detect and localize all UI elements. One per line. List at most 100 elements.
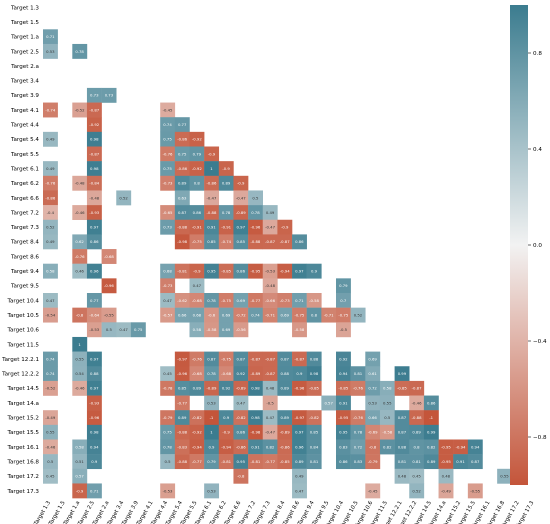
cell-value-label: 0.45 — [163, 371, 172, 376]
row-labels: Target 1.3 Target 1.5 Target 1.a Target 2.5… — [1, 5, 39, 494]
heatmap-cell — [262, 263, 278, 279]
heatmap-cell — [277, 263, 293, 279]
cell-value-label: 0.74 — [46, 356, 55, 361]
heatmap-cell — [423, 424, 439, 440]
heatmap-cell — [262, 424, 278, 440]
heatmap-cell — [306, 263, 322, 279]
heatmap-cell — [218, 322, 234, 338]
heatmap-cell — [350, 454, 366, 470]
heatmap-cell — [233, 307, 249, 323]
heatmap-cell — [365, 351, 381, 367]
colorbar: 0.8 0.4 0.0 −0.4 −0.8 — [510, 5, 547, 485]
cell-value-label: -0.95 — [441, 444, 451, 449]
cell-value-label: 0.86 — [237, 269, 246, 274]
row-label: Target 9.4 — [10, 269, 39, 275]
cell-value-label: 0.78 — [163, 444, 172, 449]
cell-value-label: 0.58 — [383, 386, 392, 391]
cell-value-label: -0.83 — [177, 444, 187, 449]
cell-value-label: 0.92 — [339, 356, 348, 361]
heatmap-cell — [218, 424, 234, 440]
heatmap-cell — [218, 205, 234, 220]
heatmap-cell — [86, 380, 102, 396]
heatmap-cell — [292, 351, 307, 367]
heatmap-cell — [336, 454, 351, 470]
cell-value-label: -0.77 — [265, 459, 275, 464]
heatmap-cell — [189, 219, 205, 235]
cell-value-label: 0.69 — [222, 327, 231, 332]
cell-value-label: 0.69 — [368, 356, 377, 361]
cell-value-label: 0.78 — [222, 210, 231, 215]
cell-value-label: 0.8 — [194, 181, 201, 186]
cell-value-label: -0.85 — [280, 459, 290, 464]
cell-value-label: 0.55 — [383, 400, 392, 405]
heatmap-cell — [43, 234, 58, 250]
heatmap-cell — [365, 439, 381, 455]
heatmap-cell — [438, 454, 454, 470]
cell-value-label: 0.5 — [252, 195, 259, 200]
heatmap-cell — [262, 439, 278, 455]
cell-value-label: -0.87 — [294, 356, 304, 361]
heatmap-cell — [43, 175, 58, 191]
heatmap-cell — [174, 117, 190, 133]
colorbar-tick-label: −0.8 — [533, 435, 547, 441]
heatmap-cell — [379, 424, 395, 440]
heatmap-cell — [218, 293, 234, 308]
row-label: Target 10.4 — [6, 298, 39, 304]
heatmap-cell — [336, 395, 351, 411]
row-label: Target 9.5 — [10, 284, 39, 290]
heatmap-cell — [365, 395, 381, 411]
cell-value-label: 0.85 — [207, 239, 216, 244]
cell-value-label: -0.89 — [236, 386, 246, 391]
heatmap-cell — [101, 307, 117, 323]
heatmap-cell — [306, 351, 322, 367]
cell-value-label: -0.5 — [340, 327, 348, 332]
cell-value-label: 0.57 — [75, 474, 84, 479]
cell-value-label: 0.94 — [90, 444, 99, 449]
cell-value-label: -0.76 — [353, 415, 363, 420]
heatmap-cell — [467, 439, 483, 455]
cell-value-label: 0.58 — [46, 269, 55, 274]
cell-value-label: 0.92 — [222, 386, 231, 391]
cell-value-label: 0.75 — [178, 151, 187, 156]
cell-value-label: -0.89 — [280, 430, 290, 435]
cell-value-label: -0.8 — [237, 474, 245, 479]
row-label: Target 10.5 — [6, 313, 39, 319]
cell-value-label: 0.49 — [266, 210, 275, 215]
cell-value-label: 0.88 — [310, 356, 319, 361]
row-label: Target 1.3 — [10, 5, 39, 11]
heatmap-cell — [189, 263, 205, 279]
cell-value-label: 0.94 — [339, 371, 348, 376]
cell-value-label: 0.71 — [90, 488, 99, 493]
cell-value-label: -0.76 — [192, 356, 202, 361]
cell-value-label: 0.8 — [414, 444, 421, 449]
cell-value-label: 0.91 — [456, 459, 465, 464]
row-label: Target 1.5 — [10, 20, 39, 26]
cell-value-label: 0.9 — [223, 415, 230, 420]
cell-value-label: 0.58 — [193, 327, 202, 332]
heatmap-cell — [233, 205, 249, 220]
cell-value-label: 0.48 — [266, 386, 275, 391]
heatmap-cell — [72, 205, 88, 220]
cell-value-label: -0.94 — [280, 269, 290, 274]
heatmap-cell — [365, 410, 381, 426]
heatmap-cell — [189, 278, 205, 294]
colorbar-tick-label: 0.0 — [533, 243, 542, 249]
heatmap-cell — [248, 351, 263, 367]
heatmap-cell — [160, 175, 176, 191]
heatmap-cell — [86, 102, 102, 118]
cell-value-label: -0.47 — [207, 195, 217, 200]
cell-value-label: 0.78 — [207, 371, 216, 376]
cell-value-label: -0.77 — [251, 298, 261, 303]
row-label: Target 11.5 — [6, 342, 39, 348]
heatmap-cell — [218, 175, 234, 191]
cell-value-label: -0.86 — [207, 181, 217, 186]
heatmap-cell — [248, 424, 263, 440]
cell-value-label: 0.78 — [251, 210, 260, 215]
heatmap-cell — [86, 483, 102, 499]
cell-value-label: 0.55 — [46, 430, 55, 435]
heatmap-cell — [292, 380, 307, 396]
cell-value-label: 0.77 — [90, 298, 99, 303]
cell-value-label: 0.99 — [427, 430, 436, 435]
heatmap-cell — [86, 351, 102, 367]
cell-value-label: -0.76 — [163, 151, 173, 156]
